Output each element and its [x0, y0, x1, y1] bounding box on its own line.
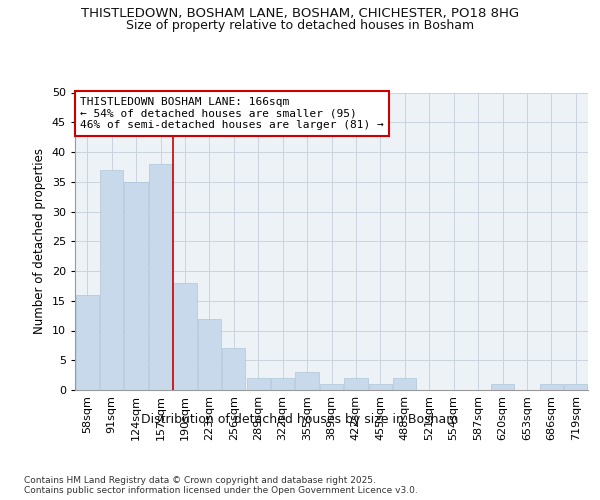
Y-axis label: Number of detached properties: Number of detached properties [33, 148, 46, 334]
Bar [247, 378, 270, 390]
Bar [271, 378, 294, 390]
Bar [76, 295, 99, 390]
Bar [222, 348, 245, 390]
Bar [149, 164, 172, 390]
Text: Distribution of detached houses by size in Bosham: Distribution of detached houses by size … [142, 412, 458, 426]
Bar [100, 170, 123, 390]
Bar [491, 384, 514, 390]
Bar [173, 283, 197, 390]
Bar [124, 182, 148, 390]
Text: THISTLEDOWN, BOSHAM LANE, BOSHAM, CHICHESTER, PO18 8HG: THISTLEDOWN, BOSHAM LANE, BOSHAM, CHICHE… [81, 8, 519, 20]
Bar [393, 378, 416, 390]
Text: Contains public sector information licensed under the Open Government Licence v3: Contains public sector information licen… [24, 486, 418, 495]
Text: Contains HM Land Registry data © Crown copyright and database right 2025.: Contains HM Land Registry data © Crown c… [24, 476, 376, 485]
Bar [295, 372, 319, 390]
Text: THISTLEDOWN BOSHAM LANE: 166sqm
← 54% of detached houses are smaller (95)
46% of: THISTLEDOWN BOSHAM LANE: 166sqm ← 54% of… [80, 97, 384, 130]
Bar [369, 384, 392, 390]
Text: Size of property relative to detached houses in Bosham: Size of property relative to detached ho… [126, 19, 474, 32]
Bar [540, 384, 563, 390]
Bar [344, 378, 368, 390]
Bar [198, 318, 221, 390]
Bar [564, 384, 587, 390]
Bar [320, 384, 343, 390]
